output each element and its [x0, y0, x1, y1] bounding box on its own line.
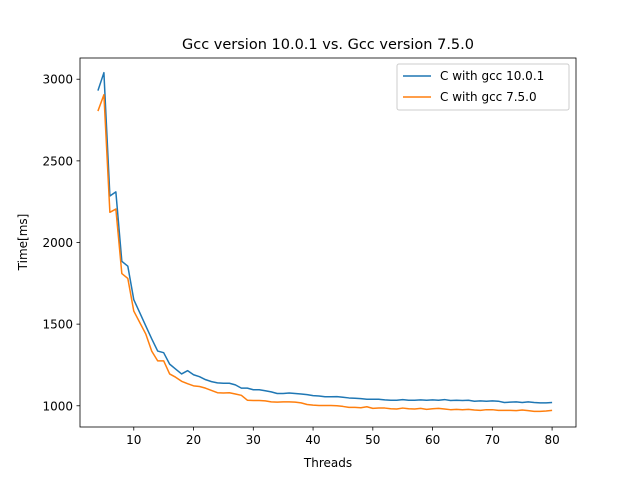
x-tick-label: 20	[186, 433, 201, 447]
chart-title: Gcc version 10.0.1 vs. Gcc version 7.5.0	[182, 37, 474, 53]
y-tick-label: 2000	[42, 236, 73, 250]
x-tick-label: 10	[126, 433, 141, 447]
series-line-1	[97, 93, 553, 413]
x-tick-label: 40	[305, 433, 320, 447]
legend-label-gcc-10: C with gcc 10.0.1	[440, 69, 544, 83]
y-tick-label: 2500	[42, 154, 73, 168]
plot-area	[80, 58, 576, 427]
legend: C with gcc 10.0.1 C with gcc 7.5.0	[396, 63, 570, 111]
y-tick-label: 1500	[42, 318, 73, 332]
x-tick-label: 80	[544, 433, 559, 447]
x-axis-label: Threads	[303, 456, 352, 470]
legend-label-gcc-7: C with gcc 7.5.0	[440, 90, 537, 104]
series-layer	[97, 71, 553, 413]
legend-box	[396, 63, 570, 111]
x-tick-label: 30	[246, 433, 261, 447]
x-tick-label: 60	[425, 433, 440, 447]
x-axis-ticks: 10 20 30 40 50 60 70 80	[126, 427, 560, 447]
y-tick-label: 3000	[42, 73, 73, 87]
x-tick-label: 50	[365, 433, 380, 447]
series-line-0	[97, 71, 553, 404]
plot-background	[80, 58, 576, 427]
y-axis-ticks: 1000 1500 2000 2500 3000	[42, 73, 80, 413]
x-tick-label: 70	[485, 433, 500, 447]
y-axis-label: Time[ms]	[16, 214, 30, 272]
y-tick-label: 1000	[42, 399, 73, 413]
